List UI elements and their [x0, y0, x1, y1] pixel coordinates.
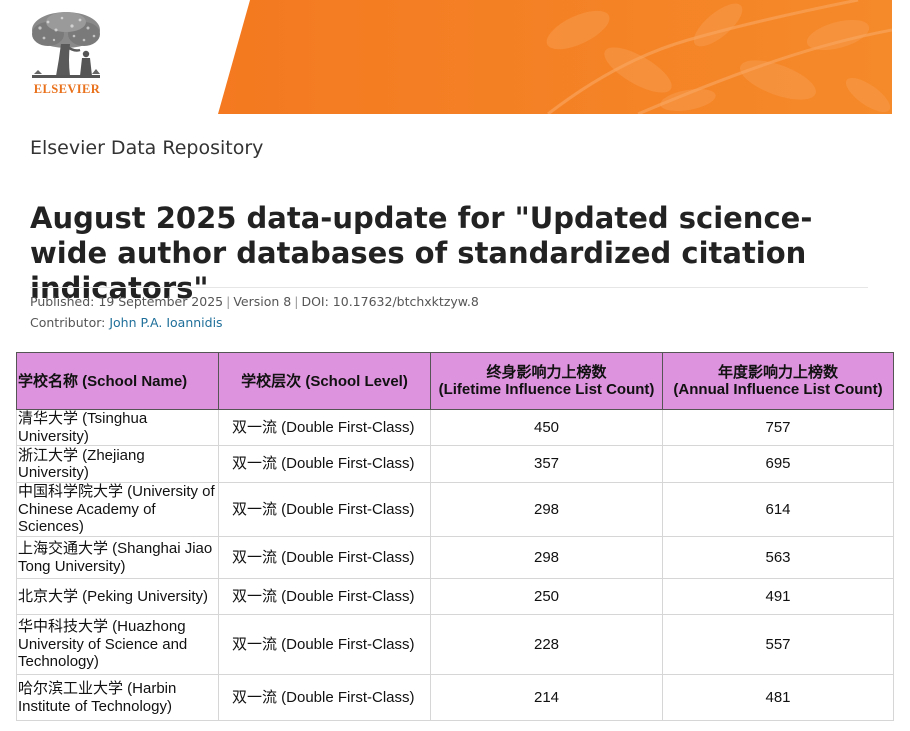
dataset-title: August 2025 data-update for "Updated sci… [30, 201, 813, 305]
annual-count-cell: 614 [662, 482, 894, 537]
table-row: 清华大学 (Tsinghua University) 双一流 (Double F… [16, 409, 894, 446]
lifetime-count-cell: 298 [430, 482, 663, 537]
dataset-doi: DOI: 10.17632/btchxktzyw.8 [301, 294, 479, 309]
table-row: 中国科学院大学 (University of Chinese Academy o… [16, 482, 894, 537]
dataset-version: Version 8 [233, 294, 292, 309]
school-name-cell: 华中科技大学 (Huazhong University of Science a… [16, 614, 219, 675]
column-header-annual-count: 年度影响力上榜数 (Annual Influence List Count) [662, 352, 894, 410]
contributor-link[interactable]: John P.A. Ioannidis [109, 315, 223, 330]
annual-count-cell: 757 [662, 409, 894, 446]
annual-count-cell: 491 [662, 578, 894, 615]
school-name-cell: 北京大学 (Peking University) [16, 578, 219, 615]
lifetime-count-cell: 214 [430, 674, 663, 721]
school-name-cell: 哈尔滨工业大学 (Harbin Institute of Technology) [16, 674, 219, 721]
contributor-label: Contributor: [30, 315, 106, 330]
university-ranking-table: 学校名称 (School Name) 学校层次 (School Level) 终… [16, 352, 894, 721]
school-level-cell: 双一流 (Double First-Class) [218, 409, 431, 446]
meta-separator: | [226, 294, 231, 309]
lifetime-count-cell: 250 [430, 578, 663, 615]
elsevier-wordmark: ELSEVIER [33, 82, 101, 96]
lifetime-count-cell: 298 [430, 536, 663, 579]
title-divider [30, 287, 868, 288]
elsevier-logo[interactable]: ELSEVIER [24, 8, 110, 98]
annual-count-cell: 563 [662, 536, 894, 579]
meta-separator: | [294, 294, 299, 309]
contributor-line: Contributor: John P.A. Ioannidis [30, 315, 223, 330]
table-row: 上海交通大学 (Shanghai Jiao Tong University) 双… [16, 536, 894, 579]
annual-count-cell: 557 [662, 614, 894, 675]
table-header-row: 学校名称 (School Name) 学校层次 (School Level) 终… [16, 352, 894, 410]
published-date: Published: 19 September 2025 [30, 294, 224, 309]
table-row: 北京大学 (Peking University) 双一流 (Double Fir… [16, 578, 894, 615]
lifetime-count-cell: 450 [430, 409, 663, 446]
annual-count-cell: 695 [662, 445, 894, 483]
school-level-cell: 双一流 (Double First-Class) [218, 482, 431, 537]
school-level-cell: 双一流 (Double First-Class) [218, 674, 431, 721]
school-name-cell: 浙江大学 (Zhejiang University) [16, 445, 219, 483]
table-row: 华中科技大学 (Huazhong University of Science a… [16, 614, 894, 675]
annual-count-cell: 481 [662, 674, 894, 721]
school-level-cell: 双一流 (Double First-Class) [218, 614, 431, 675]
school-name-cell: 上海交通大学 (Shanghai Jiao Tong University) [16, 536, 219, 579]
table-row: 浙江大学 (Zhejiang University) 双一流 (Double F… [16, 445, 894, 483]
school-level-cell: 双一流 (Double First-Class) [218, 578, 431, 615]
table-row: 哈尔滨工业大学 (Harbin Institute of Technology)… [16, 674, 894, 721]
school-level-cell: 双一流 (Double First-Class) [218, 445, 431, 483]
header-banner [218, 0, 892, 114]
dataset-metadata: Published: 19 September 2025 | Version 8 | D… [30, 294, 479, 309]
elsevier-tree-logo-icon [32, 12, 100, 78]
school-name-cell: 中国科学院大学 (University of Chinese Academy o… [16, 482, 219, 537]
column-header-lifetime-count: 终身影响力上榜数 (Lifetime Influence List Count) [430, 352, 663, 410]
school-name-cell: 清华大学 (Tsinghua University) [16, 409, 219, 446]
school-level-cell: 双一流 (Double First-Class) [218, 536, 431, 579]
column-header-school-name: 学校名称 (School Name) [16, 352, 219, 410]
lifetime-count-cell: 357 [430, 445, 663, 483]
repository-name[interactable]: Elsevier Data Repository [30, 137, 264, 159]
lifetime-count-cell: 228 [430, 614, 663, 675]
column-header-school-level: 学校层次 (School Level) [218, 352, 431, 410]
